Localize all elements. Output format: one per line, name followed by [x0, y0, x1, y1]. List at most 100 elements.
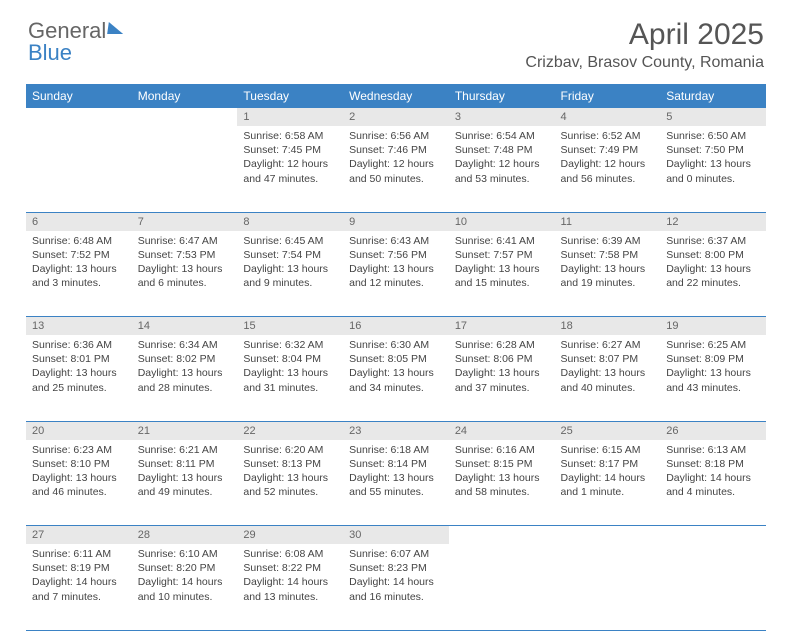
- day-number-cell: 28: [132, 526, 238, 545]
- day-cell: Sunrise: 6:20 AMSunset: 8:13 PMDaylight:…: [237, 440, 343, 526]
- day-number-cell: 11: [555, 212, 661, 231]
- sunset-text: Sunset: 8:20 PM: [138, 561, 232, 575]
- calendar-table: Sunday Monday Tuesday Wednesday Thursday…: [26, 84, 766, 631]
- logo-text-part2: Blue: [28, 40, 72, 66]
- title-block: April 2025 Crizbav, Brasov County, Roman…: [525, 18, 764, 72]
- sunrise-text: Sunrise: 6:28 AM: [455, 338, 549, 352]
- day-cell: Sunrise: 6:07 AMSunset: 8:23 PMDaylight:…: [343, 544, 449, 630]
- col-saturday: Saturday: [660, 84, 766, 108]
- sunset-text: Sunset: 7:54 PM: [243, 248, 337, 262]
- col-wednesday: Wednesday: [343, 84, 449, 108]
- day-details: Sunrise: 6:50 AMSunset: 7:50 PMDaylight:…: [660, 126, 766, 192]
- sunset-text: Sunset: 7:57 PM: [455, 248, 549, 262]
- day-number-cell: [555, 526, 661, 545]
- week-content-row: Sunrise: 6:11 AMSunset: 8:19 PMDaylight:…: [26, 544, 766, 630]
- daylight-text: Daylight: 14 hours and 7 minutes.: [32, 575, 126, 603]
- sunset-text: Sunset: 8:00 PM: [666, 248, 760, 262]
- daylight-text: Daylight: 13 hours and 46 minutes.: [32, 471, 126, 499]
- sunrise-text: Sunrise: 6:43 AM: [349, 234, 443, 248]
- day-number-cell: [26, 108, 132, 126]
- sunset-text: Sunset: 7:53 PM: [138, 248, 232, 262]
- daylight-text: Daylight: 14 hours and 4 minutes.: [666, 471, 760, 499]
- daylight-text: Daylight: 13 hours and 0 minutes.: [666, 157, 760, 185]
- day-cell: Sunrise: 6:25 AMSunset: 8:09 PMDaylight:…: [660, 335, 766, 421]
- col-thursday: Thursday: [449, 84, 555, 108]
- sunset-text: Sunset: 7:50 PM: [666, 143, 760, 157]
- sunrise-text: Sunrise: 6:08 AM: [243, 547, 337, 561]
- sunrise-text: Sunrise: 6:39 AM: [561, 234, 655, 248]
- day-details: Sunrise: 6:37 AMSunset: 8:00 PMDaylight:…: [660, 231, 766, 297]
- day-number-cell: 2: [343, 108, 449, 126]
- day-details: Sunrise: 6:43 AMSunset: 7:56 PMDaylight:…: [343, 231, 449, 297]
- sunrise-text: Sunrise: 6:34 AM: [138, 338, 232, 352]
- day-number-cell: [660, 526, 766, 545]
- sunrise-text: Sunrise: 6:07 AM: [349, 547, 443, 561]
- sunrise-text: Sunrise: 6:25 AM: [666, 338, 760, 352]
- day-number-cell: 1: [237, 108, 343, 126]
- sunrise-text: Sunrise: 6:16 AM: [455, 443, 549, 457]
- day-cell: Sunrise: 6:58 AMSunset: 7:45 PMDaylight:…: [237, 126, 343, 212]
- day-number-cell: 8: [237, 212, 343, 231]
- sunrise-text: Sunrise: 6:48 AM: [32, 234, 126, 248]
- sunrise-text: Sunrise: 6:41 AM: [455, 234, 549, 248]
- day-cell: Sunrise: 6:54 AMSunset: 7:48 PMDaylight:…: [449, 126, 555, 212]
- day-cell: Sunrise: 6:08 AMSunset: 8:22 PMDaylight:…: [237, 544, 343, 630]
- daylight-text: Daylight: 13 hours and 9 minutes.: [243, 262, 337, 290]
- sunset-text: Sunset: 8:05 PM: [349, 352, 443, 366]
- day-number-cell: 21: [132, 421, 238, 440]
- day-number-cell: 20: [26, 421, 132, 440]
- day-details: Sunrise: 6:20 AMSunset: 8:13 PMDaylight:…: [237, 440, 343, 506]
- day-details: [26, 126, 132, 135]
- week-content-row: Sunrise: 6:58 AMSunset: 7:45 PMDaylight:…: [26, 126, 766, 212]
- day-details: [660, 544, 766, 553]
- day-cell: [449, 544, 555, 630]
- sunrise-text: Sunrise: 6:58 AM: [243, 129, 337, 143]
- day-cell: Sunrise: 6:36 AMSunset: 8:01 PMDaylight:…: [26, 335, 132, 421]
- day-details: Sunrise: 6:41 AMSunset: 7:57 PMDaylight:…: [449, 231, 555, 297]
- sunrise-text: Sunrise: 6:18 AM: [349, 443, 443, 457]
- day-cell: Sunrise: 6:47 AMSunset: 7:53 PMDaylight:…: [132, 231, 238, 317]
- day-number-cell: 12: [660, 212, 766, 231]
- sunrise-text: Sunrise: 6:30 AM: [349, 338, 443, 352]
- sunrise-text: Sunrise: 6:11 AM: [32, 547, 126, 561]
- week-content-row: Sunrise: 6:36 AMSunset: 8:01 PMDaylight:…: [26, 335, 766, 421]
- sunset-text: Sunset: 8:09 PM: [666, 352, 760, 366]
- day-number-cell: 9: [343, 212, 449, 231]
- day-number-cell: 7: [132, 212, 238, 231]
- daylight-text: Daylight: 13 hours and 15 minutes.: [455, 262, 549, 290]
- day-cell: Sunrise: 6:34 AMSunset: 8:02 PMDaylight:…: [132, 335, 238, 421]
- day-cell: Sunrise: 6:21 AMSunset: 8:11 PMDaylight:…: [132, 440, 238, 526]
- day-cell: [132, 126, 238, 212]
- sunrise-text: Sunrise: 6:10 AM: [138, 547, 232, 561]
- day-number-cell: 25: [555, 421, 661, 440]
- week-daynum-row: 27282930: [26, 526, 766, 545]
- sunrise-text: Sunrise: 6:21 AM: [138, 443, 232, 457]
- sunrise-text: Sunrise: 6:13 AM: [666, 443, 760, 457]
- daylight-text: Daylight: 13 hours and 3 minutes.: [32, 262, 126, 290]
- day-details: Sunrise: 6:27 AMSunset: 8:07 PMDaylight:…: [555, 335, 661, 401]
- day-cell: Sunrise: 6:56 AMSunset: 7:46 PMDaylight:…: [343, 126, 449, 212]
- header-row: Sunday Monday Tuesday Wednesday Thursday…: [26, 84, 766, 108]
- day-details: Sunrise: 6:47 AMSunset: 7:53 PMDaylight:…: [132, 231, 238, 297]
- day-number-cell: 6: [26, 212, 132, 231]
- day-details: [449, 544, 555, 553]
- day-details: Sunrise: 6:11 AMSunset: 8:19 PMDaylight:…: [26, 544, 132, 610]
- daylight-text: Daylight: 14 hours and 13 minutes.: [243, 575, 337, 603]
- sunset-text: Sunset: 8:01 PM: [32, 352, 126, 366]
- day-number-cell: 29: [237, 526, 343, 545]
- sunrise-text: Sunrise: 6:20 AM: [243, 443, 337, 457]
- daylight-text: Daylight: 14 hours and 10 minutes.: [138, 575, 232, 603]
- day-details: Sunrise: 6:07 AMSunset: 8:23 PMDaylight:…: [343, 544, 449, 610]
- day-details: Sunrise: 6:18 AMSunset: 8:14 PMDaylight:…: [343, 440, 449, 506]
- day-cell: Sunrise: 6:28 AMSunset: 8:06 PMDaylight:…: [449, 335, 555, 421]
- day-cell: Sunrise: 6:15 AMSunset: 8:17 PMDaylight:…: [555, 440, 661, 526]
- day-details: Sunrise: 6:36 AMSunset: 8:01 PMDaylight:…: [26, 335, 132, 401]
- day-details: Sunrise: 6:52 AMSunset: 7:49 PMDaylight:…: [555, 126, 661, 192]
- day-details: Sunrise: 6:23 AMSunset: 8:10 PMDaylight:…: [26, 440, 132, 506]
- day-cell: Sunrise: 6:48 AMSunset: 7:52 PMDaylight:…: [26, 231, 132, 317]
- sunset-text: Sunset: 7:48 PM: [455, 143, 549, 157]
- sunset-text: Sunset: 7:56 PM: [349, 248, 443, 262]
- day-number-cell: 18: [555, 317, 661, 336]
- logo-triangle-icon: [107, 22, 125, 34]
- day-number-cell: 23: [343, 421, 449, 440]
